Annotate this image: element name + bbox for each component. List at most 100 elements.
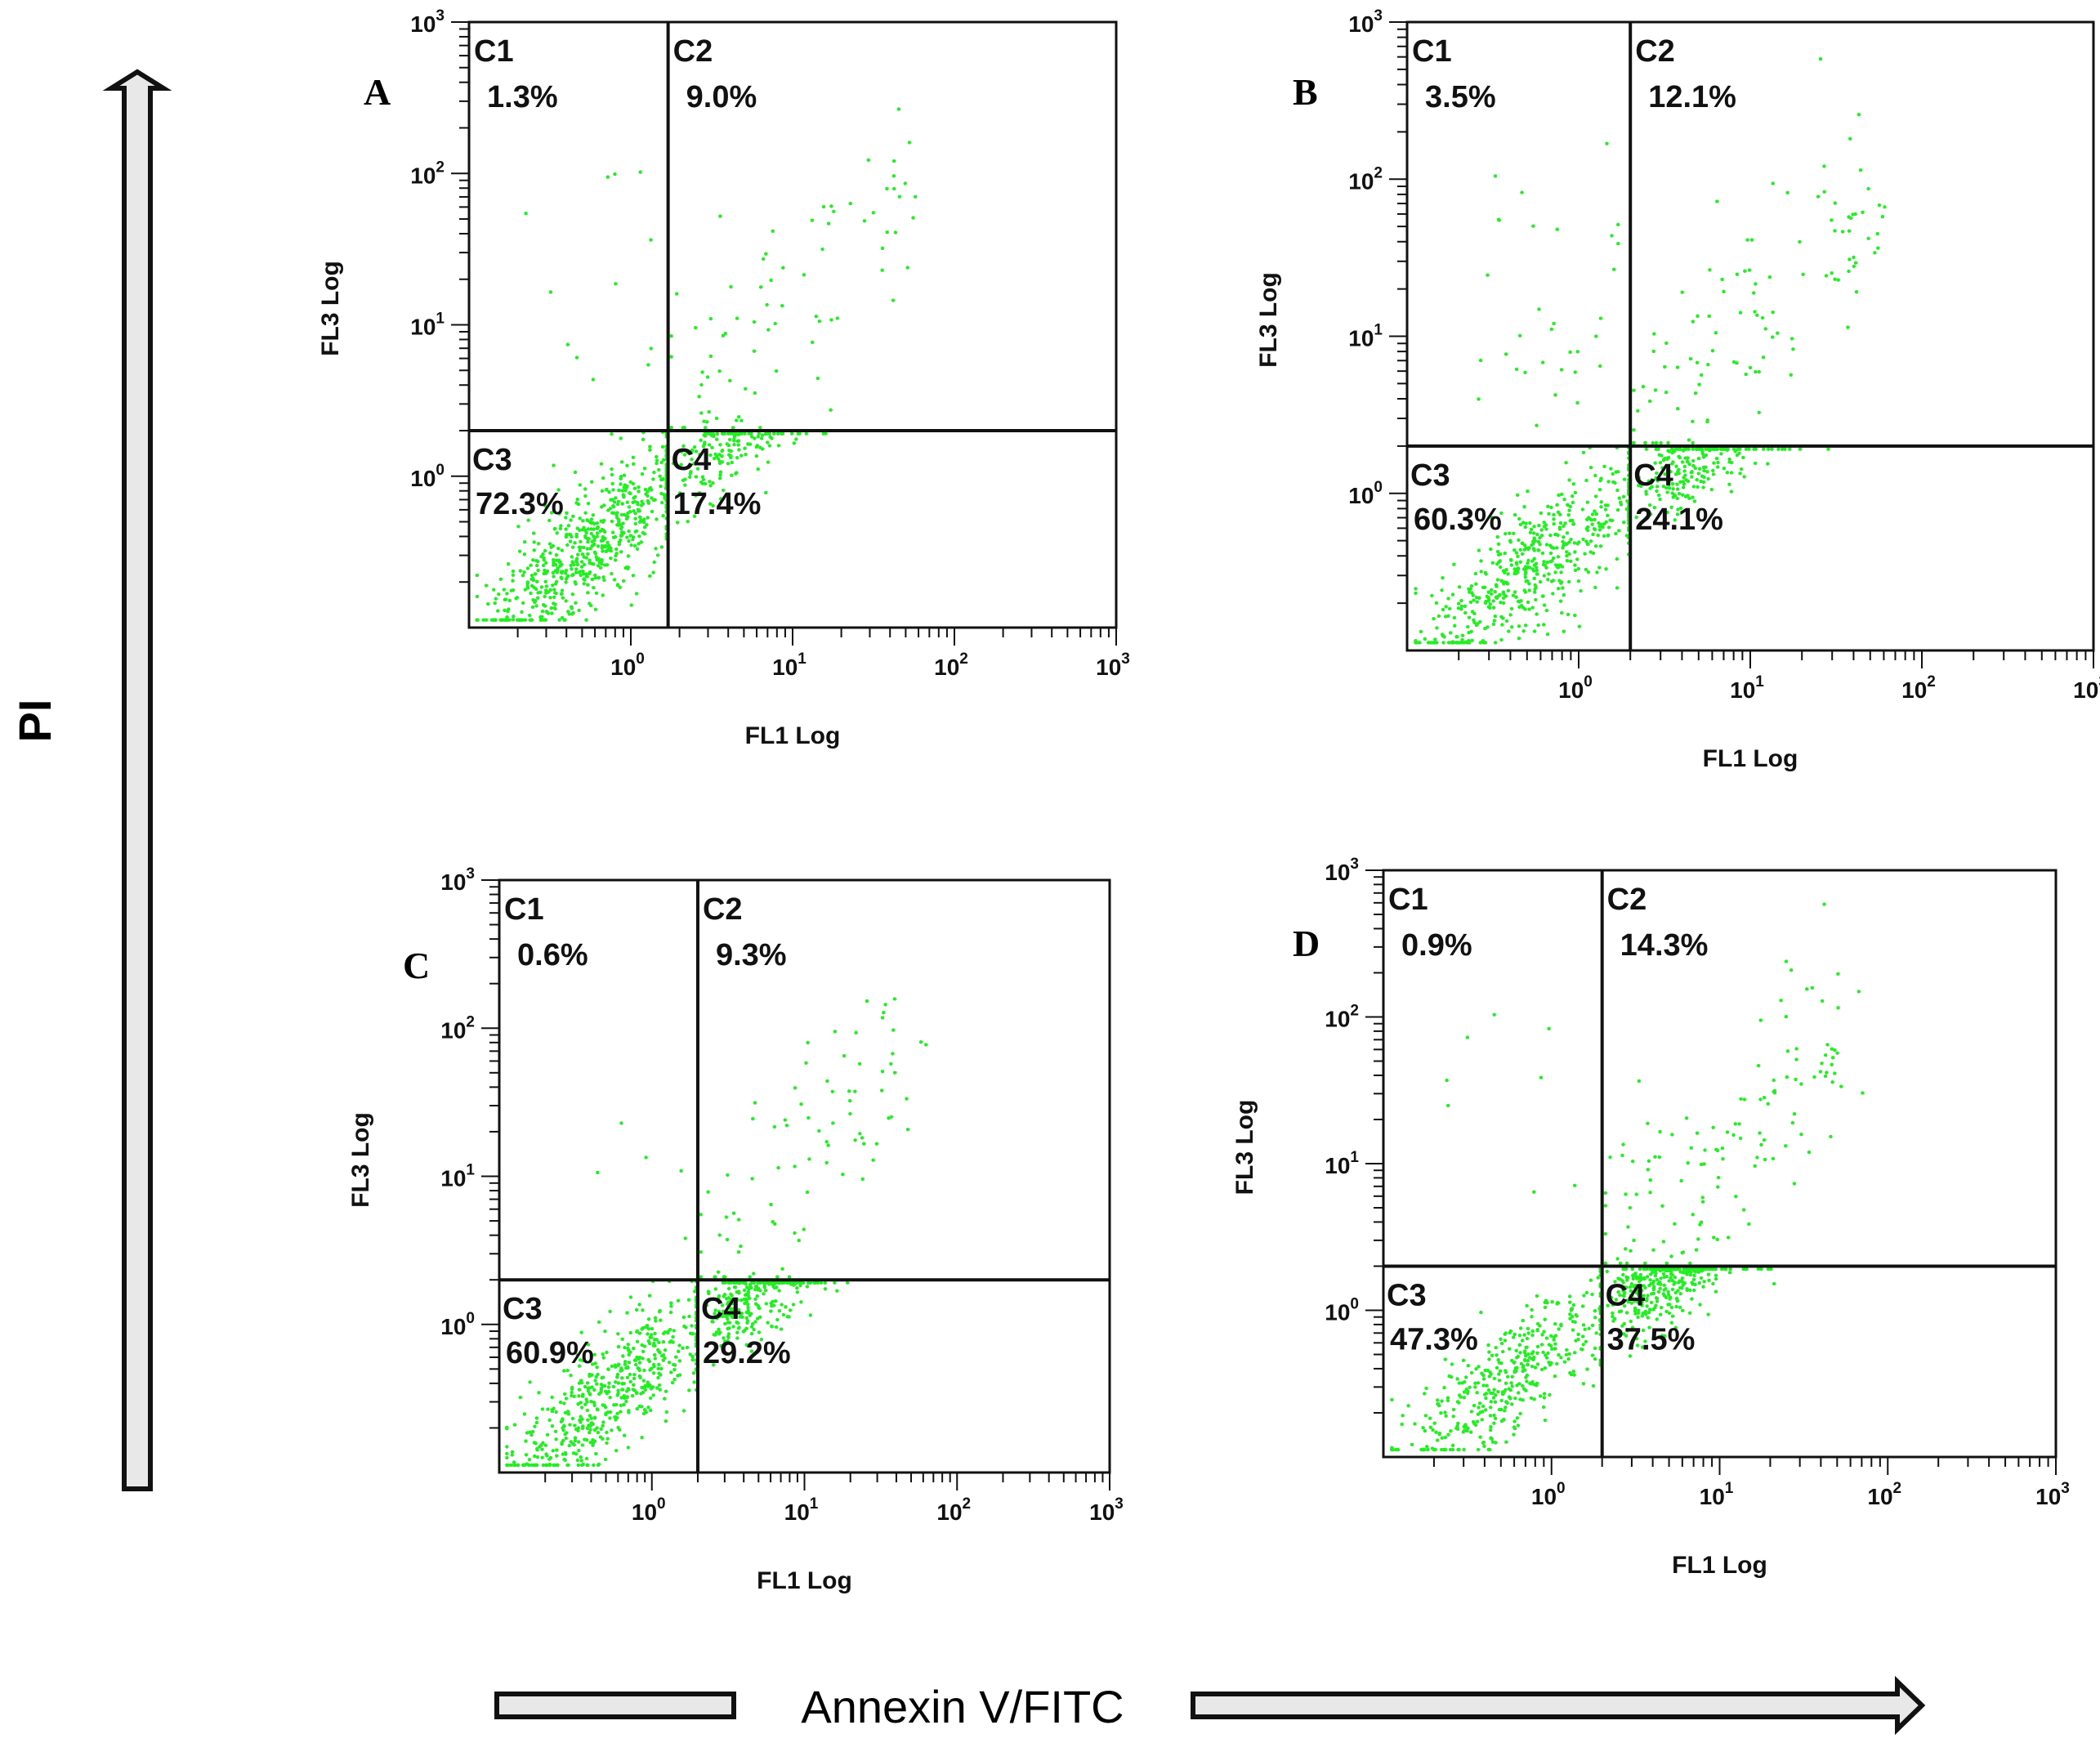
- event-dot: [677, 1349, 681, 1354]
- event-dot: [1583, 552, 1587, 556]
- event-dot: [1771, 1156, 1776, 1161]
- event-dot: [1644, 1298, 1649, 1303]
- event-dot: [1636, 1311, 1641, 1316]
- event-dot: [560, 548, 565, 552]
- event-dot: [625, 1311, 629, 1315]
- event-dot: [1664, 341, 1669, 346]
- event-dot: [1737, 447, 1742, 451]
- event-dot: [1648, 1191, 1652, 1195]
- event-dot: [1771, 311, 1775, 315]
- event-dot: [1575, 542, 1580, 546]
- event-dot: [1829, 1134, 1833, 1139]
- event-dot: [1530, 1356, 1535, 1361]
- event-dot: [1836, 278, 1840, 282]
- event-dot: [642, 467, 647, 471]
- event-dot: [553, 606, 557, 611]
- event-dot: [1552, 512, 1556, 517]
- event-dot: [534, 604, 538, 608]
- event-dot: [1664, 1309, 1669, 1314]
- event-dot: [1526, 1352, 1530, 1356]
- event-dot: [897, 194, 902, 199]
- event-dot: [1822, 190, 1826, 194]
- event-dot: [653, 1331, 657, 1336]
- event-dot: [753, 1302, 758, 1306]
- event-dot: [773, 1222, 777, 1227]
- event-dot: [1660, 466, 1664, 470]
- event-dot: [1553, 1342, 1557, 1346]
- event-dot: [579, 1415, 583, 1419]
- event-dot: [1611, 267, 1616, 271]
- event-dot: [606, 1367, 610, 1372]
- event-dot: [1816, 194, 1821, 199]
- event-dot: [550, 611, 554, 615]
- event-dot: [1432, 617, 1436, 621]
- event-dot: [1486, 625, 1490, 629]
- event-dot: [598, 565, 603, 570]
- event-dot: [1530, 1307, 1534, 1312]
- event-dot: [1624, 1192, 1628, 1196]
- event-dot: [704, 420, 709, 424]
- event-dot: [1539, 1367, 1544, 1372]
- event-dot: [534, 1441, 538, 1446]
- event-dot: [623, 565, 628, 570]
- event-dot: [1569, 537, 1573, 542]
- event-dot: [1584, 1290, 1589, 1295]
- event-dot: [835, 316, 839, 320]
- event-dot: [1457, 1381, 1462, 1385]
- event-dot: [683, 477, 687, 481]
- event-dot: [646, 489, 650, 494]
- y-tick-label: 102: [1348, 164, 1383, 194]
- event-dot: [681, 1346, 685, 1351]
- x-tick-label: 100: [1558, 673, 1593, 703]
- event-dot: [531, 558, 535, 562]
- event-dot: [1757, 410, 1761, 414]
- event-dot: [1472, 598, 1476, 602]
- event-dot: [1731, 360, 1736, 364]
- event-dot: [1461, 1358, 1466, 1363]
- event-dot: [737, 448, 741, 452]
- event-dot: [1741, 455, 1745, 460]
- event-dot: [1506, 588, 1511, 592]
- event-dot: [1440, 588, 1444, 592]
- event-dot: [1547, 512, 1551, 516]
- event-dot: [1691, 495, 1695, 499]
- event-dot: [1616, 1289, 1620, 1294]
- event-dot: [811, 340, 815, 345]
- event-dot: [1718, 447, 1723, 451]
- event-dot: [1523, 607, 1527, 611]
- event-dot: [1646, 1168, 1651, 1172]
- event-dot: [1621, 1142, 1625, 1146]
- event-dot: [1666, 1303, 1670, 1307]
- event-dot: [717, 1309, 722, 1314]
- event-dot: [1606, 525, 1611, 530]
- event-dot: [659, 1366, 664, 1371]
- event-dot: [578, 548, 582, 552]
- event-dot: [601, 1356, 605, 1360]
- event-dot: [647, 1341, 652, 1346]
- event-dot: [534, 587, 538, 592]
- event-dot: [1532, 1397, 1536, 1401]
- event-dot: [1489, 1400, 1494, 1404]
- event-dot: [1729, 460, 1734, 465]
- event-dot: [1532, 539, 1536, 543]
- event-dot: [1664, 1274, 1669, 1279]
- event-dot: [1446, 1103, 1450, 1108]
- event-dot: [512, 615, 516, 619]
- event-dot: [610, 571, 614, 576]
- event-dot: [746, 1305, 750, 1310]
- event-dot: [1468, 1430, 1473, 1434]
- event-dot: [529, 1463, 534, 1468]
- event-dot: [524, 1453, 529, 1457]
- event-dot: [1716, 1185, 1720, 1189]
- event-dot: [1494, 583, 1499, 587]
- event-dot: [1716, 465, 1720, 469]
- event-dot: [1550, 1347, 1554, 1352]
- event-dot: [690, 449, 694, 454]
- event-dot: [1475, 1419, 1480, 1423]
- event-dot: [808, 1280, 813, 1285]
- event-dot: [664, 1419, 668, 1423]
- event-dot: [745, 1321, 749, 1325]
- event-dot: [642, 532, 647, 536]
- event-dot: [1563, 521, 1567, 525]
- event-dot: [1568, 350, 1572, 355]
